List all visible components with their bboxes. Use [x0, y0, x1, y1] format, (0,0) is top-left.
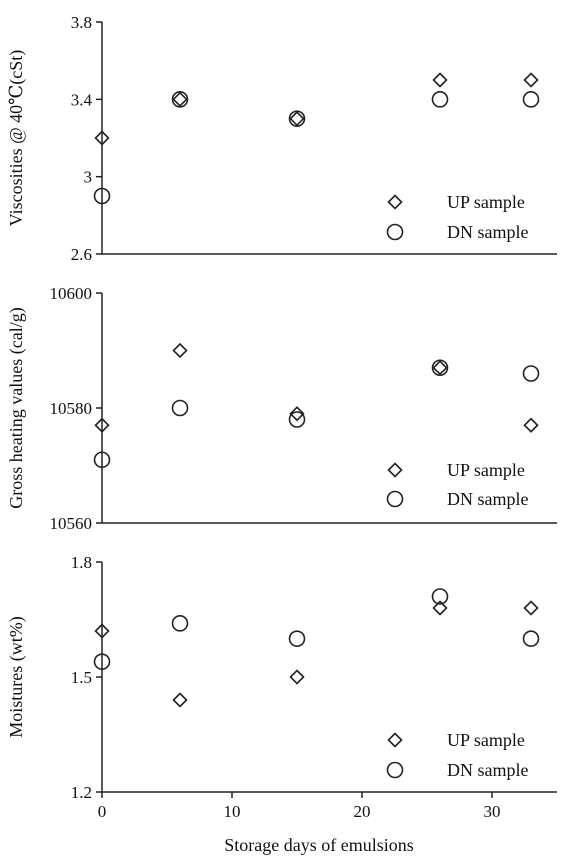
panel-moisture: 1.2 1.5 1.8 0 10 20 30 Moistures (wt%) UP sample… — [6, 553, 557, 821]
y-axis-title: Moistures (wt%) — [6, 616, 27, 737]
x-tick-label: 20 — [354, 802, 371, 821]
y-tick-label: 1.5 — [71, 668, 92, 687]
dn-sample-point — [431, 91, 449, 108]
panel-heating-value: 10560 10580 10600 Gross heating values (cal… — [6, 284, 557, 533]
up-sample-point — [432, 72, 448, 88]
dn-sample-point — [288, 411, 306, 428]
up-sample-point — [432, 600, 448, 616]
dn-sample-point — [522, 91, 540, 108]
x-tick-label: 30 — [484, 802, 501, 821]
y-tick-label: 3.4 — [71, 90, 93, 109]
y-tick-label: 1.2 — [71, 783, 92, 802]
dn-sample-point — [171, 615, 189, 632]
dn-sample-point — [171, 399, 189, 417]
up-sample-point — [172, 91, 188, 107]
dn-sample-point — [288, 630, 306, 647]
y-axis-title: Viscosities @ 40℃(cSt) — [6, 50, 27, 227]
y-tick-label: 10560 — [50, 514, 93, 533]
y-tick-label: 10580 — [50, 399, 93, 418]
up-sample-point — [172, 342, 188, 359]
legend-label: DN sample — [447, 222, 528, 242]
legend-marker-diamond — [387, 194, 403, 210]
up-sample-point — [523, 72, 539, 88]
dn-sample-point — [93, 187, 111, 205]
legend-marker-circle — [386, 490, 404, 508]
legend-marker-circle — [386, 761, 404, 779]
legend-marker-diamond — [387, 732, 403, 748]
up-sample-point — [94, 417, 110, 433]
up-sample-point — [289, 669, 305, 685]
y-tick-label: 10600 — [50, 284, 93, 303]
legend-marker-circle — [386, 223, 404, 241]
dn-sample-point — [93, 451, 111, 469]
x-axis-title: Storage days of emulsions — [224, 835, 413, 855]
x-tick-label: 10 — [224, 802, 241, 821]
y-tick-label: 3.8 — [71, 13, 92, 32]
up-sample-point — [289, 406, 305, 422]
up-sample-point — [432, 360, 448, 376]
legend-label: DN sample — [447, 760, 528, 780]
legend-label: UP sample — [447, 730, 525, 750]
dn-sample-point — [522, 630, 540, 647]
y-axis-title: Gross heating values (cal/g) — [6, 307, 27, 508]
legend-label: DN sample — [447, 489, 528, 509]
legend-label: UP sample — [447, 460, 525, 480]
dn-sample-point — [522, 365, 540, 382]
up-sample-point — [94, 623, 110, 639]
legend-marker-diamond — [387, 462, 403, 478]
dn-sample-point — [431, 588, 449, 605]
up-sample-point — [523, 417, 539, 433]
up-sample-point — [289, 111, 305, 127]
legend-label: UP sample — [447, 192, 525, 212]
up-sample-point — [523, 600, 539, 616]
up-sample-point — [94, 130, 110, 146]
up-sample-point — [172, 692, 188, 708]
dn-sample-point — [431, 359, 449, 377]
y-tick-label: 1.8 — [71, 553, 92, 572]
x-tick-label: 0 — [98, 802, 107, 821]
dn-sample-point — [288, 110, 306, 127]
y-tick-label: 3 — [84, 168, 93, 187]
dn-sample-point — [93, 653, 111, 670]
dn-sample-point — [171, 91, 189, 108]
panel-viscosity: 2.6 3 3.4 3.8 Viscosities @ 40℃(cSt) UP sampl… — [6, 13, 557, 264]
y-tick-label: 2.6 — [71, 245, 92, 264]
